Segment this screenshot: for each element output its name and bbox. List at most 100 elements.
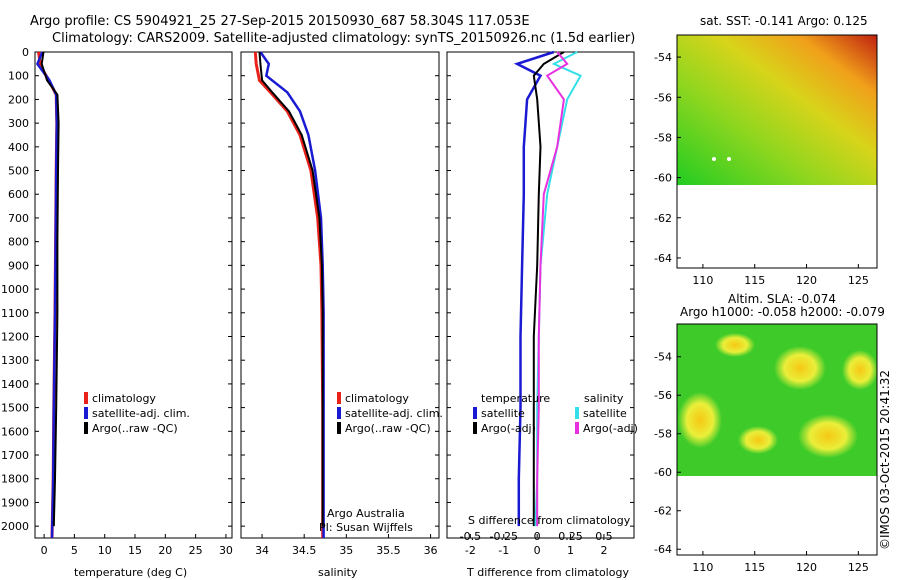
depth-tick-label: 700 (8, 212, 29, 225)
depth-axis: 0 100 200 300 400 500 600 700 800 900 1000 1100 1200… (1, 46, 634, 533)
lat-tick-label: -64 (654, 543, 672, 556)
diff-x-tick-label: 1 (567, 544, 574, 557)
legend-label-argo: Argo(..raw -QC) (345, 422, 431, 435)
sal-note-institution: Argo Australia (327, 507, 405, 520)
diff-x-tick-label: 2 (600, 544, 607, 557)
diff-top-tick-label: -0.5 (460, 530, 481, 543)
depth-tick-label: 1100 (1, 307, 29, 320)
depth-tick-label: 200 (8, 93, 29, 106)
legend-label-sat: satellite-adj. clim. (92, 407, 190, 420)
legend-label-argo: Argo(..raw -QC) (92, 422, 178, 435)
diff-panel-frame (446, 51, 635, 539)
sal-note-pi: PI: Susan Wijffels (319, 521, 413, 534)
sst-map-image (677, 35, 877, 185)
lon-tick-label: 125 (848, 274, 869, 287)
legend-swatch-t-sat (473, 407, 477, 419)
temp-x-tick-label: 25 (189, 544, 203, 557)
legend-swatch-sat (337, 407, 341, 419)
lat-tick-label: -62 (654, 212, 672, 225)
legend-swatch-s-argo (575, 422, 579, 434)
temp-xlabel: temperature (deg C) (74, 566, 187, 579)
sla-lon-axis: 110 115 120 125 (692, 551, 869, 574)
sal-panel-frame (240, 51, 440, 539)
series-line-1 (513, 50, 555, 527)
depth-tick-label: 300 (8, 117, 29, 130)
diff-x-tick-label: -2 (465, 544, 476, 557)
lat-tick-label: -56 (654, 91, 672, 104)
depth-tick-label: 1500 (1, 402, 29, 415)
temp-x-tick-label: 10 (98, 544, 112, 557)
sla-anomaly (798, 414, 858, 458)
legend-label-s-argo: Argo(-adj) (583, 422, 638, 435)
diff-top-tick-label: 0 (534, 530, 541, 543)
series-line-3 (534, 51, 583, 527)
legend-swatch-clim (84, 392, 88, 404)
legend-swatch-t-argo (473, 422, 477, 434)
sal-x-tick-label: 35 (339, 544, 353, 557)
sal-series (253, 51, 325, 538)
diff-top-label: S difference from climatology (468, 514, 631, 527)
depth-tick-label: 400 (8, 141, 29, 154)
legend-swatch-s-sat (575, 407, 579, 419)
lat-tick-label: -58 (654, 131, 672, 144)
lon-tick-label: 120 (796, 561, 817, 574)
depth-tick-label: 1600 (1, 425, 29, 438)
argo-position-marker (712, 157, 716, 161)
depth-tick-label: 800 (8, 236, 29, 249)
lat-tick-label: -54 (654, 351, 672, 364)
diff-legend: temperature salinity satellite Argo(-adj… (473, 392, 638, 435)
legend-label-s-sat: satellite (583, 407, 627, 420)
depth-tick-label: 100 (8, 70, 29, 83)
series-line-3 (258, 51, 324, 527)
diff-x-axis: -2 -1 0 1 2 (465, 534, 607, 557)
series-line-2 (259, 51, 325, 538)
depth-tick-label: 1700 (1, 449, 29, 462)
temp-legend: climatology satellite-adj. clim. Argo(..… (84, 392, 190, 435)
lat-tick-label: -56 (654, 389, 672, 402)
sla-anomaly (774, 346, 826, 390)
series-line-3 (40, 51, 60, 527)
temp-panel-frame (34, 51, 233, 539)
sst-map-frame (676, 34, 878, 269)
diff-x-tick-label: 0 (534, 544, 541, 557)
depth-tick-label: 0 (22, 46, 29, 59)
temp-x-tick-label: 0 (41, 544, 48, 557)
sst-lat-axis: -54 -56 -58 -60 -62 -64 (654, 51, 681, 265)
temp-series (35, 51, 60, 539)
diff-xlabel: T difference from climatology (466, 566, 629, 579)
sal-x-axis: 34 34.5 35 35.5 36 (255, 534, 438, 557)
depth-tick-label: 1900 (1, 496, 29, 509)
depth-tick-label: 1300 (1, 354, 29, 367)
legend-swatch-argo (84, 422, 88, 434)
legend-swatch-sat (84, 407, 88, 419)
diff-series (513, 50, 583, 527)
series-line-1 (253, 51, 325, 538)
lat-tick-label: -60 (654, 466, 672, 479)
sal-x-tick-label: 36 (424, 544, 438, 557)
depth-tick-label: 500 (8, 165, 29, 178)
temp-x-axis: 0 5 10 15 20 25 30 (41, 534, 233, 557)
sla-lat-axis: -54 -56 -58 -60 -62 -64 (654, 351, 681, 556)
sla-anomaly (842, 350, 878, 390)
depth-tick-label: 2000 (1, 520, 29, 533)
temp-x-tick-label: 15 (128, 544, 142, 557)
legend-title-temp: temperature (481, 392, 550, 405)
legend-swatch-argo (337, 422, 341, 434)
diff-x-tick-label: -1 (498, 544, 509, 557)
legend-label-clim: climatology (92, 392, 156, 405)
series-line-2 (532, 51, 565, 527)
lat-tick-label: -60 (654, 172, 672, 185)
diff-top-tick-label: 0.25 (558, 530, 583, 543)
lat-tick-label: -58 (654, 428, 672, 441)
lat-tick-label: -64 (654, 252, 672, 265)
legend-label-sat: satellite-adj. clim. (345, 407, 443, 420)
diff-top-tick-label: 0.5 (595, 530, 613, 543)
depth-tick-label: 600 (8, 188, 29, 201)
legend-label-clim: climatology (345, 392, 409, 405)
sla-anomaly (715, 333, 755, 357)
temp-x-tick-label: 30 (219, 544, 233, 557)
temp-x-tick-label: 20 (158, 544, 172, 557)
sla-map-blank (677, 476, 877, 555)
diff-top-axis: -0.5 -0.25 0 0.25 0.5 (460, 530, 613, 543)
header-line1: Argo profile: CS 5904921_25 27-Sep-2015 … (30, 14, 530, 29)
